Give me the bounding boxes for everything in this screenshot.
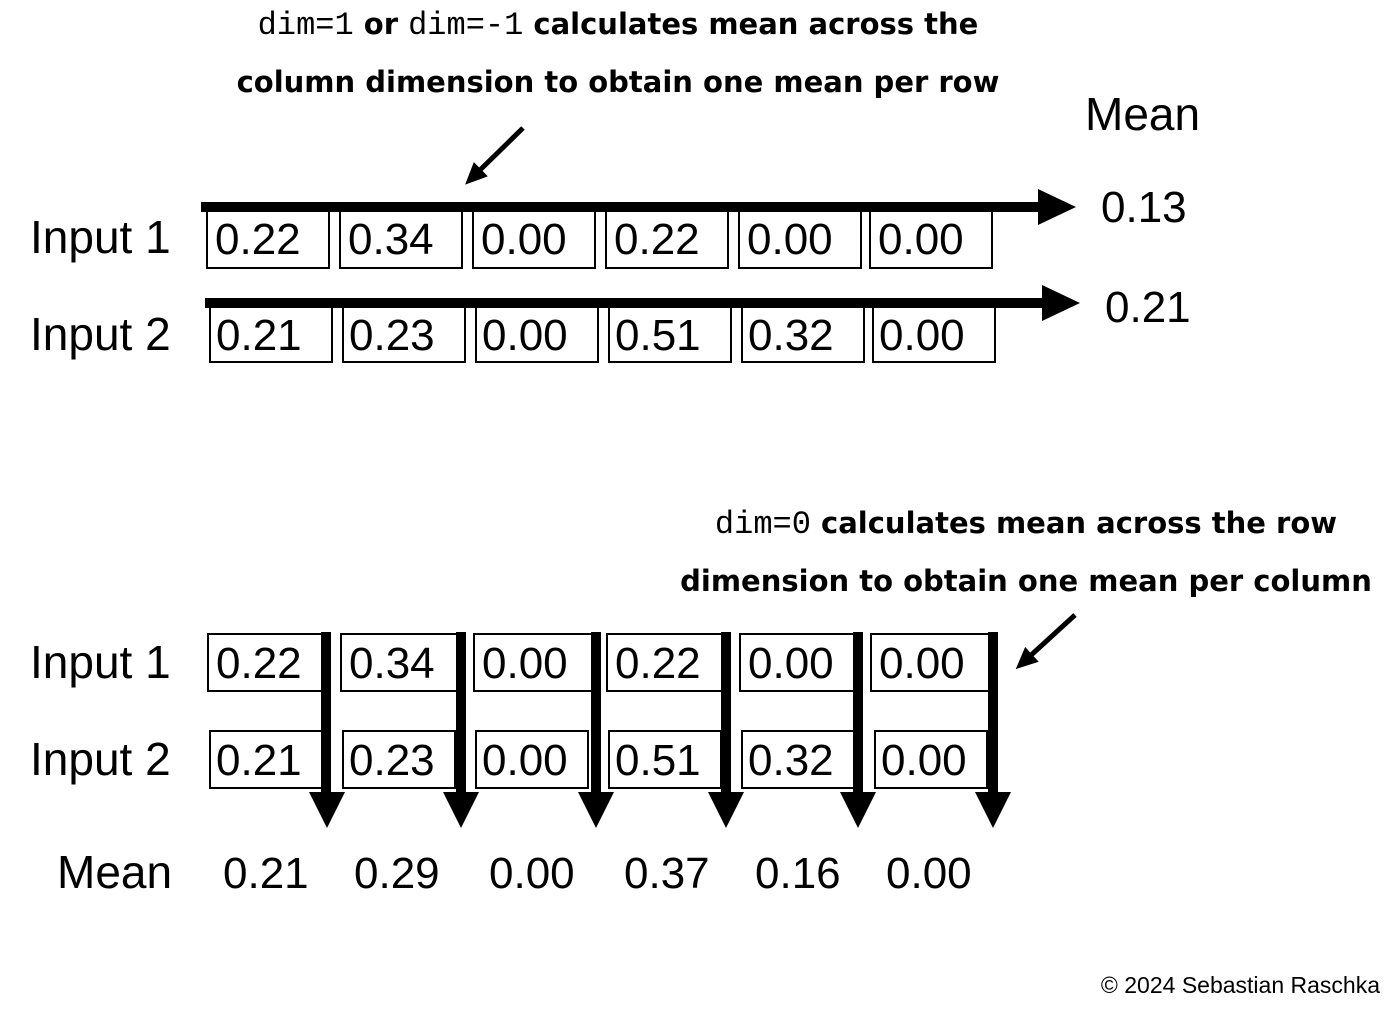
cell-value: 0.23	[349, 736, 435, 785]
column-mean-value: 0.37	[624, 849, 710, 898]
cell-box	[741, 306, 865, 363]
bottom-row1-label: Input 1	[30, 636, 171, 688]
bottom-annotation-code-dim0: dim=0	[715, 506, 811, 543]
cell-value: 0.51	[615, 736, 701, 785]
cell-value: 0.00	[881, 736, 967, 785]
top-pointer-arrow	[465, 126, 525, 185]
cell-value: 0.21	[216, 736, 302, 785]
top-annotation-or: or	[354, 7, 408, 41]
cell-box	[738, 210, 862, 269]
cell-box	[872, 306, 996, 363]
cell-value: 0.22	[215, 215, 301, 264]
bottom-annotation-text: calculates mean across the row	[811, 506, 1337, 540]
cell-value: 0.00	[747, 215, 833, 264]
bottom-row2-cells: 0.21 0.23 0.00 0.51 0.32 0.00	[209, 730, 988, 789]
cell-value: 0.51	[615, 311, 701, 360]
copyright-notice: © 2024 Sebastian Raschka	[1101, 972, 1380, 998]
cell-value: 0.22	[216, 639, 302, 688]
top-row1-mean: 0.13	[1101, 183, 1187, 232]
top-annotation-code-dim1: dim=1	[258, 7, 354, 44]
top-annotation-text: calculates mean across the	[523, 7, 978, 41]
cell-value: 0.21	[216, 311, 302, 360]
bottom-annotation-line1: dim=0 calculates mean across the row	[715, 506, 1337, 543]
cell-box	[869, 210, 993, 269]
top-section: dim=1 or dim=-1 calculates mean across t…	[30, 7, 1200, 363]
top-annotation-line1: dim=1 or dim=-1 calculates mean across t…	[258, 7, 979, 44]
column-mean-value: 0.29	[354, 849, 440, 898]
top-row1-cells: 0.22 0.34 0.00 0.22 0.00 0.00	[206, 210, 993, 269]
cell-box	[874, 730, 988, 789]
bottom-column-arrows	[309, 632, 1011, 828]
top-mean-header: Mean	[1085, 88, 1200, 140]
top-row2-cells: 0.21 0.23 0.00 0.51 0.32 0.00	[209, 306, 996, 363]
top-row2-mean: 0.21	[1105, 283, 1191, 332]
cell-box	[209, 306, 333, 363]
top-annotation-code-dim-minus1: dim=-1	[408, 7, 523, 44]
cell-value: 0.32	[748, 311, 834, 360]
cell-value: 0.00	[879, 311, 965, 360]
cell-value: 0.22	[615, 639, 701, 688]
column-arrowhead	[578, 792, 614, 828]
cell-value: 0.34	[349, 639, 435, 688]
column-arrowhead	[708, 792, 744, 828]
cell-box	[605, 210, 729, 269]
cell-box	[608, 306, 732, 363]
bottom-mean-label: Mean	[57, 846, 172, 898]
top-annotation-line2: column dimension to obtain one mean per …	[237, 65, 1000, 99]
cell-value: 0.00	[482, 311, 568, 360]
cell-value: 0.00	[879, 639, 965, 688]
column-mean-value: 0.00	[886, 849, 972, 898]
cell-box	[475, 306, 599, 363]
bottom-annotation-line2: dimension to obtain one mean per column	[680, 564, 1372, 598]
bottom-section: dim=0 calculates mean across the row dim…	[30, 506, 1372, 898]
cell-box	[342, 730, 456, 789]
column-mean-value: 0.16	[755, 849, 841, 898]
cell-box	[472, 210, 596, 269]
cell-box	[475, 730, 589, 789]
column-arrowhead	[443, 792, 479, 828]
cell-value: 0.00	[482, 736, 568, 785]
top-row2-label: Input 2	[30, 308, 171, 360]
cell-value: 0.00	[481, 215, 567, 264]
column-mean-value: 0.21	[223, 849, 309, 898]
cell-value: 0.00	[748, 639, 834, 688]
cell-value: 0.00	[482, 639, 568, 688]
top-row1-label: Input 1	[30, 211, 171, 263]
column-arrowhead	[309, 792, 345, 828]
cell-value: 0.22	[614, 215, 700, 264]
column-arrowhead	[975, 792, 1011, 828]
cell-box	[339, 210, 463, 269]
cell-box	[342, 306, 466, 363]
bottom-pointer-arrow	[1015, 613, 1077, 670]
cell-value: 0.23	[349, 311, 435, 360]
cell-value: 0.00	[878, 215, 964, 264]
cell-box	[206, 210, 330, 269]
bottom-column-means: 0.21 0.29 0.00 0.37 0.16 0.00	[223, 849, 972, 898]
column-arrowhead	[840, 792, 876, 828]
bottom-row2-label: Input 2	[30, 733, 171, 785]
column-mean-value: 0.00	[489, 849, 575, 898]
cell-value: 0.32	[748, 736, 834, 785]
cell-value: 0.34	[348, 215, 434, 264]
